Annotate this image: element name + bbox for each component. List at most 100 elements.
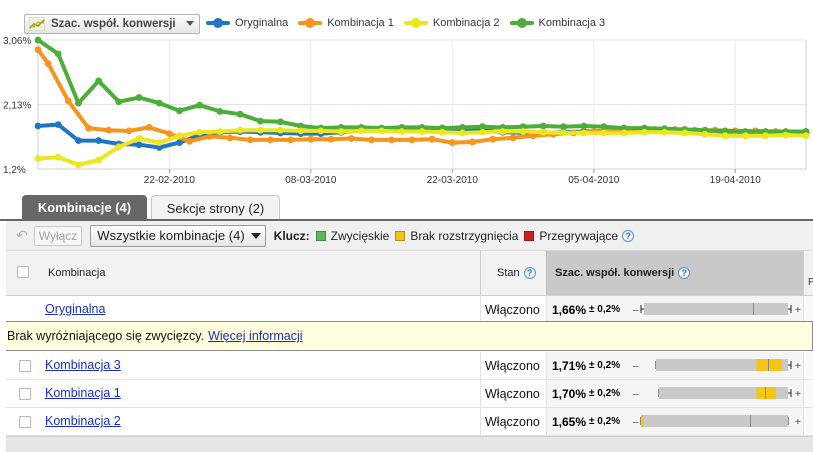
data-point: [539, 122, 547, 130]
key-inconclusive: Brak rozstrzygnięcia: [395, 229, 518, 243]
data-point: [196, 128, 204, 136]
disable-button[interactable]: ↶ Wyłącz: [16, 225, 83, 246]
data-point: [560, 129, 567, 137]
conversion-rate-value: 1,70%: [552, 386, 587, 401]
data-point: [479, 123, 487, 131]
data-point: [620, 124, 628, 132]
combination-link[interactable]: Oryginalna: [45, 302, 106, 316]
metric-selector-label: Szac. współ. konwersji: [51, 18, 176, 30]
help-icon[interactable]: ?: [622, 229, 635, 242]
key-winning: Zwycięskie: [315, 229, 389, 243]
data-point: [125, 127, 133, 135]
legend-item[interactable]: Oryginalna: [206, 17, 288, 29]
status-cell: Włączono: [480, 408, 540, 435]
x-tick-label: 22-03-2010: [427, 175, 479, 186]
data-point: [95, 77, 103, 85]
row-checkbox[interactable]: [19, 360, 31, 372]
data-point: [196, 101, 204, 109]
data-point: [560, 123, 567, 131]
data-point: [216, 108, 224, 115]
data-point: [388, 136, 396, 144]
data-point: [661, 128, 668, 136]
data-point: [459, 129, 466, 137]
confidence-interval-bar: – +: [633, 303, 801, 316]
data-point: [176, 107, 183, 115]
data-point: [307, 135, 315, 143]
data-point: [54, 121, 62, 129]
data-point: [337, 128, 345, 135]
data-point: [75, 99, 82, 107]
data-point: [34, 36, 42, 44]
combination-link[interactable]: Kombinacja 1: [45, 386, 121, 400]
confidence-interval-value: ± 0,2%: [589, 360, 621, 371]
row-checkbox[interactable]: [19, 388, 31, 400]
more-info-link[interactable]: Więcej informacji: [208, 329, 303, 343]
conversion-rate-cell: 1,70% ± 0,2% – +: [546, 380, 803, 407]
table-row-original: Oryginalna Włączono 1,66% ± 0,2% – +: [6, 296, 813, 324]
select-all-checkbox[interactable]: [17, 266, 29, 278]
tab-page-sections[interactable]: Sekcje strony (2): [151, 195, 280, 220]
confidence-interval-value: ± 0,2%: [589, 388, 621, 399]
data-point: [95, 137, 103, 144]
data-point: [246, 136, 254, 144]
column-header-cutoff[interactable]: P: [803, 251, 813, 295]
column-header-conversion-rate[interactable]: Szac. współ. konwersji ?: [546, 251, 803, 295]
data-point: [54, 153, 62, 161]
data-point: [135, 141, 143, 149]
data-point: [519, 123, 527, 131]
no-winner-notice: Brak wyróżniającego się zwycięzcy. Więce…: [6, 321, 813, 351]
data-point: [105, 126, 113, 134]
ci-highlight: [641, 415, 644, 427]
table-row: Kombinacja 1 Włączono 1,70% ± 0,2% – +: [6, 380, 813, 408]
combination-link[interactable]: Kombinacja 3: [45, 358, 121, 372]
legend-item[interactable]: Kombinacja 1: [298, 17, 394, 29]
confidence-interval-value: ± 0,2%: [589, 416, 621, 427]
x-tick-label: 19-04-2010: [710, 175, 762, 186]
help-icon[interactable]: ?: [523, 267, 536, 279]
x-tick-label: 05-04-2010: [568, 175, 620, 186]
column-header-combination[interactable]: Kombinacja: [48, 267, 106, 279]
table-header: Kombinacja Stan ? Szac. współ. konwersji…: [6, 251, 813, 296]
row-checkbox[interactable]: [19, 416, 31, 428]
data-point: [256, 126, 264, 134]
metric-selector[interactable]: Szac. współ. konwersji: [24, 14, 200, 34]
conversion-rate-cell: 1,65% ± 0,2% – +: [546, 408, 803, 435]
tab-combinations[interactable]: Kombinacje (4): [22, 195, 147, 220]
data-point: [44, 60, 52, 67]
data-point: [267, 136, 274, 144]
data-point: [75, 137, 82, 144]
data-point: [155, 139, 163, 147]
data-point: [721, 127, 729, 135]
column-header-status[interactable]: Stan ?: [480, 251, 536, 295]
ci-range-bar: [656, 359, 788, 371]
combination-filter-select[interactable]: Wszystkie kombinacje (4): [90, 224, 266, 247]
data-point: [398, 128, 406, 135]
key-label: Klucz:: [273, 228, 310, 243]
data-point: [54, 50, 62, 58]
data-point: [236, 110, 244, 118]
line-chart-icon: [29, 17, 45, 31]
data-point: [287, 136, 295, 144]
legend-swatch: [509, 17, 534, 29]
cutoff-cell: [803, 380, 813, 407]
ci-range-bar: [644, 303, 788, 315]
legend-item[interactable]: Kombinacja 2: [403, 17, 500, 29]
help-icon[interactable]: ?: [678, 267, 691, 279]
data-point: [327, 135, 335, 143]
data-point: [580, 129, 588, 137]
data-point: [297, 127, 305, 135]
data-point: [256, 117, 264, 125]
legend-label: Oryginalna: [235, 17, 289, 29]
legend-label: Kombinacja 2: [432, 17, 500, 29]
data-point: [479, 128, 487, 136]
data-point: [600, 129, 608, 137]
combination-link[interactable]: Kombinacja 2: [45, 414, 121, 428]
legend-item[interactable]: Kombinacja 3: [509, 17, 605, 29]
data-point: [529, 132, 537, 140]
disable-button-label: Wyłącz: [33, 225, 83, 246]
key-losing-label: Przegrywające: [539, 228, 619, 243]
data-point: [681, 129, 689, 137]
plus-icon: +: [795, 305, 801, 316]
data-point: [135, 94, 143, 101]
minus-icon: –: [633, 389, 639, 400]
